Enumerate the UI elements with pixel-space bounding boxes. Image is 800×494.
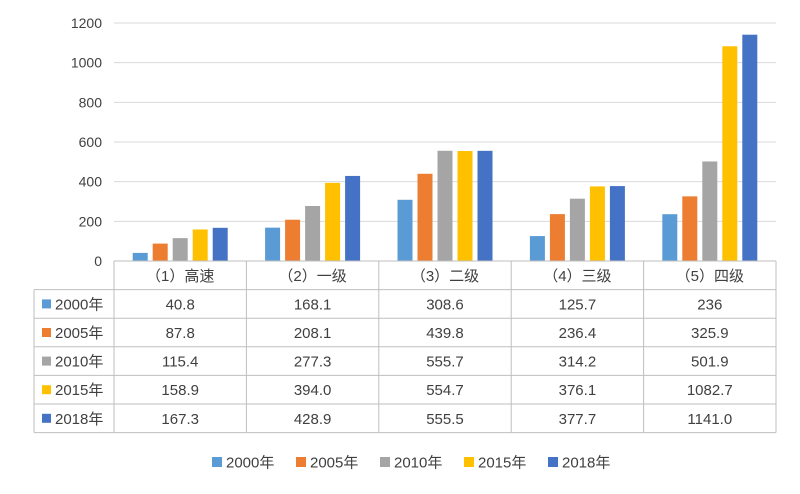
data-label: 115.4: [162, 354, 198, 371]
legend-label: 2018年: [562, 455, 610, 472]
data-label: 325.9: [691, 325, 729, 342]
bar: [662, 214, 678, 261]
legend-swatch: [212, 457, 222, 467]
bar: [477, 150, 493, 261]
bar: [702, 161, 718, 261]
bar: [589, 186, 605, 261]
table-series-name: 2005年: [55, 325, 103, 342]
bar: [265, 227, 281, 261]
data-label: 394.0: [294, 382, 332, 399]
bars: [132, 34, 758, 262]
category-label: （3）二级: [411, 268, 479, 285]
data-label: 168.1: [294, 296, 332, 313]
data-label: 1082.7: [687, 382, 733, 399]
y-tick-label: 800: [79, 94, 103, 110]
data-label: 314.2: [559, 354, 597, 371]
data-label: 125.7: [559, 296, 597, 313]
legend-label: 2015年: [478, 455, 526, 472]
table-series-name: 2018年: [55, 411, 103, 428]
legend-label: 2005年: [310, 455, 358, 472]
table-series-swatch: [42, 299, 51, 309]
data-label: 555.5: [426, 411, 464, 428]
y-tick-label: 600: [79, 134, 103, 150]
bar: [609, 186, 625, 261]
bar: [722, 46, 738, 262]
table-series-swatch: [42, 356, 51, 366]
category-label: （2）一级: [278, 268, 346, 285]
data-label: 1141.0: [687, 411, 732, 428]
table-series-name: 2010年: [55, 354, 103, 371]
bar: [305, 206, 321, 261]
legend-label: 2010年: [394, 455, 442, 472]
bar: [682, 196, 698, 261]
table-series-swatch: [42, 385, 51, 395]
data-label: 428.9: [294, 411, 332, 428]
data-label: 501.9: [691, 354, 729, 371]
data-label: 439.8: [426, 325, 464, 342]
data-label: 377.7: [559, 411, 597, 428]
data-label: 555.7: [426, 354, 464, 371]
bar: [437, 150, 453, 261]
bar: [742, 34, 758, 262]
bar: [397, 199, 413, 261]
data-label: 277.3: [294, 354, 332, 371]
y-tick-label: 1200: [71, 15, 102, 31]
data-label: 40.8: [166, 296, 195, 313]
table-series-name: 2000年: [55, 296, 103, 313]
data-label: 208.1: [294, 325, 332, 342]
bar: [152, 243, 168, 261]
legend: 2000年 2005年 2010年 2015年 2018年: [212, 455, 610, 472]
legend-swatch: [548, 457, 558, 467]
y-axis-tick-labels: 0 200 400 600 800 1000 1200: [71, 15, 102, 269]
data-label: 167.3: [161, 411, 199, 428]
data-label: 236.4: [559, 325, 597, 342]
bar: [212, 227, 228, 261]
data-label: 158.9: [161, 382, 199, 399]
bar: [417, 173, 433, 261]
bar: [132, 252, 148, 261]
data-label: 376.1: [559, 382, 597, 399]
bar: [457, 150, 473, 261]
table-series-swatch: [42, 328, 51, 337]
bar: [529, 236, 545, 261]
data-label: 308.6: [426, 296, 464, 313]
category-label: （1）高速: [146, 268, 214, 285]
legend-swatch: [380, 457, 390, 467]
legend-label: 2000年: [226, 455, 274, 472]
data-label: 87.8: [166, 325, 195, 342]
data-label: 554.7: [426, 382, 464, 399]
bar: [172, 238, 188, 261]
category-label: （5）四级: [676, 268, 744, 285]
data-table: （1）高速 （2）一级 （3）二级 （4）三级 （5）四级 2000年 40.8 168.1 3…: [33, 260, 777, 434]
table-series-name: 2015年: [55, 382, 103, 399]
category-label: （4）三级: [543, 268, 611, 285]
table-series-swatch: [42, 413, 51, 423]
y-tick-label: 200: [79, 213, 103, 229]
y-tick-label: 0: [94, 253, 102, 269]
bar: [569, 198, 585, 261]
bar: [325, 182, 341, 261]
bar: [192, 229, 208, 261]
y-tick-label: 400: [79, 174, 103, 190]
bar: [285, 219, 301, 261]
legend-swatch: [464, 457, 474, 467]
legend-swatch: [296, 457, 306, 467]
bar: [549, 214, 565, 261]
data-label: 236: [697, 296, 722, 313]
y-tick-label: 1000: [71, 55, 102, 71]
bar: [345, 175, 361, 261]
